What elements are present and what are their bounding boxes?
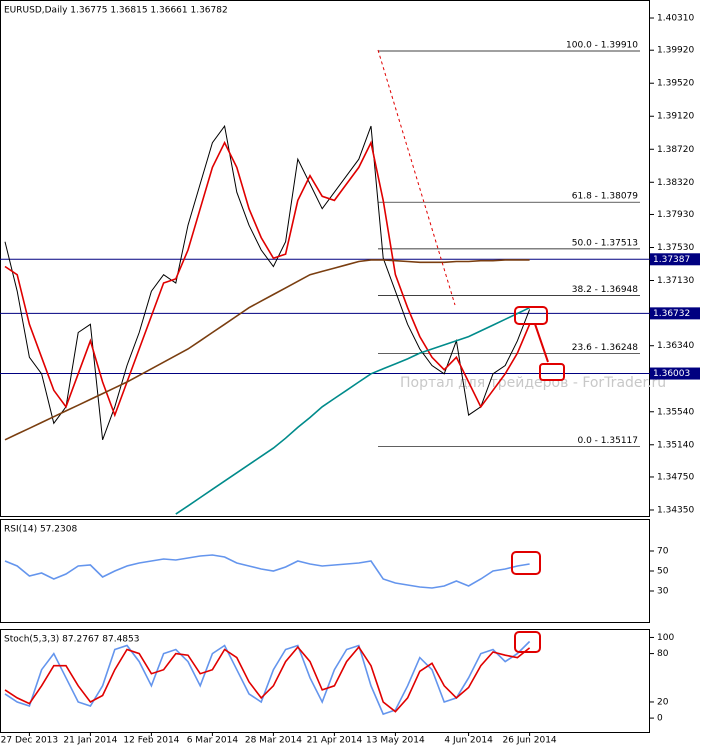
y-tick-label: 1.39920 — [657, 46, 694, 56]
panel-title: RSI(14) 57.2308 — [4, 525, 77, 535]
price-label-box — [650, 253, 700, 266]
price-label: 1.37387 — [653, 255, 690, 265]
stoch-panel — [0, 629, 650, 733]
y-tick-label: 1.34750 — [657, 472, 694, 482]
fib-label: 100.0 - 1.39910 — [566, 41, 638, 51]
y-tick-label: 1.37130 — [657, 276, 694, 286]
series-line — [4, 259, 530, 441]
price-label-box — [650, 367, 700, 380]
series-line — [4, 554, 530, 589]
x-tick-label: 6 Mar 2014 — [187, 736, 239, 746]
main-panel — [0, 0, 650, 517]
y-tick-label: 1.38720 — [657, 145, 694, 155]
x-tick-label: 21 Apr 2014 — [307, 736, 363, 746]
y-tick-label: 1.37930 — [657, 210, 694, 220]
highlight — [514, 306, 548, 325]
y-tick-label: 1.39520 — [657, 79, 694, 89]
y-tick-label: 30 — [657, 587, 669, 597]
fib-trend — [377, 49, 456, 306]
panel-title: Stoch(5,3,3) 87.2767 87.4853 — [4, 635, 139, 645]
series-line — [4, 645, 531, 713]
y-tick-label: 80 — [657, 649, 669, 659]
y-tick-label: 1.38320 — [657, 178, 694, 188]
series-line — [4, 140, 531, 418]
series-line — [4, 640, 531, 716]
series-line — [175, 306, 530, 515]
price-label: 1.36732 — [653, 309, 690, 319]
x-tick-label: 13 May 2014 — [366, 736, 425, 746]
fib-label: 50.0 - 1.37513 — [572, 238, 638, 248]
y-tick-label: 100 — [657, 633, 674, 643]
y-tick-label: 0 — [657, 714, 663, 724]
arrow — [534, 323, 549, 363]
x-tick-label: 21 Jan 2014 — [63, 736, 117, 746]
highlight — [511, 551, 541, 575]
y-tick-label: 70 — [657, 547, 669, 557]
fib-label: 38.2 - 1.36948 — [572, 285, 638, 295]
series-line — [4, 124, 531, 440]
y-tick-label: 1.37530 — [657, 243, 694, 253]
panel-title: EURUSD,Daily 1.36775 1.36815 1.36661 1.3… — [4, 6, 228, 16]
y-tick-label: 1.39120 — [657, 112, 694, 122]
price-label-box — [650, 307, 700, 320]
x-tick-label: 12 Feb 2014 — [123, 736, 179, 746]
rsi-panel — [0, 519, 650, 623]
y-tick-label: 1.35540 — [657, 407, 694, 417]
y-tick-label: 1.36340 — [657, 341, 694, 351]
y-tick-label: 20 — [657, 697, 669, 707]
watermark: Портал для трейдеров - ForTrader.ru — [400, 375, 666, 391]
plot-layer: 1.40310 1.39920 1.39520 1.39120 1.38720 1.383… — [0, 6, 700, 746]
fib-label: 0.0 - 1.35117 — [578, 436, 639, 446]
x-tick-label: 26 Jun 2014 — [503, 736, 557, 746]
x-tick-label: 4 Jun 2014 — [444, 736, 493, 746]
highlight — [539, 363, 565, 381]
y-tick-label: 50 — [657, 567, 669, 577]
y-tick-label: 1.40310 — [657, 14, 694, 24]
y-tick-label: 1.35140 — [657, 440, 694, 450]
highlight — [514, 631, 541, 653]
x-tick-label: 28 Mar 2014 — [245, 736, 302, 746]
fib-label: 61.8 - 1.38079 — [572, 192, 638, 202]
fib-label: 23.6 - 1.36248 — [572, 343, 638, 353]
y-tick-label: 1.34350 — [657, 505, 694, 515]
x-tick-label: 27 Dec 2013 — [1, 736, 59, 746]
price-label: 1.36003 — [653, 369, 690, 379]
